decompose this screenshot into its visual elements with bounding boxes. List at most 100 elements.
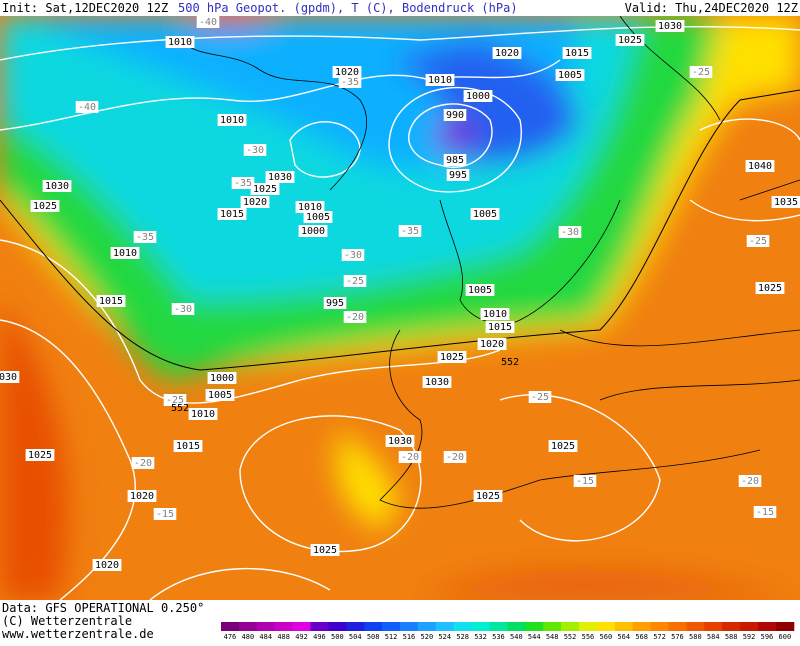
- colorbar-label: 504: [349, 633, 362, 641]
- data-source: Data: GFS OPERATIONAL 0.250°: [2, 601, 204, 615]
- color-swatch: [400, 622, 419, 631]
- isobar-label-box: [25, 449, 55, 461]
- color-swatch: [346, 622, 365, 631]
- color-swatch: [740, 622, 759, 631]
- footer-bar: [0, 600, 800, 642]
- colorbar-label: 516: [403, 633, 416, 641]
- temperature-label: -20: [741, 476, 759, 487]
- colorbar-label: 540: [510, 633, 523, 641]
- color-swatch: [561, 622, 580, 631]
- isobar-label-box: [42, 180, 72, 192]
- temperature-label-box: [343, 275, 367, 287]
- temperature-label: -40: [78, 102, 96, 113]
- isobar-label: 1030: [658, 21, 682, 32]
- colorbar-label: 548: [546, 633, 559, 641]
- colorbar-label: 552: [564, 633, 577, 641]
- temperature-label: -25: [166, 395, 184, 406]
- temperature-label: -20: [446, 452, 464, 463]
- isobar-label: 985: [446, 155, 464, 166]
- isobar-label: 1020: [495, 48, 519, 59]
- isobar-label: 030: [0, 372, 17, 383]
- color-swatch: [543, 622, 562, 631]
- color-swatch: [364, 622, 383, 631]
- temperature-label: -15: [156, 509, 174, 520]
- temperature-label: -30: [561, 227, 579, 238]
- isobar-label-box: [422, 376, 452, 388]
- contour-label: 552: [501, 357, 519, 368]
- isobar-label-box: [480, 308, 510, 320]
- color-swatch: [686, 622, 705, 631]
- isobar-label-box: [562, 47, 592, 59]
- isobar-label: 1015: [176, 441, 200, 452]
- color-swatch: [328, 622, 347, 631]
- temperature-label: -15: [756, 507, 774, 518]
- colorbar-label: 496: [313, 633, 326, 641]
- isobar-label: 1005: [473, 209, 497, 220]
- isobar-label-box: [127, 490, 157, 502]
- isobar-label-box: [165, 36, 195, 48]
- colorbar-label: 484: [259, 633, 272, 641]
- isobar-label-box: [207, 372, 237, 384]
- isobar-label: 1030: [45, 181, 69, 192]
- colorbar-label: 596: [761, 633, 774, 641]
- copyright: (C) Wetterzentrale: [2, 614, 132, 628]
- colorbar-label: 600: [779, 633, 792, 641]
- isobar-label: 1025: [33, 201, 57, 212]
- isobar-label: 1015: [99, 296, 123, 307]
- colorbar-label: 524: [438, 633, 451, 641]
- isobar-label: 1000: [466, 91, 490, 102]
- temperature-label: -25: [692, 67, 710, 78]
- color-swatch: [417, 622, 437, 631]
- colorbar-label: 592: [743, 633, 756, 641]
- isobar-label-box: [310, 544, 340, 556]
- temperature-label-box: [573, 475, 597, 487]
- color-swatch: [614, 622, 634, 631]
- temperature-label: -35: [401, 226, 419, 237]
- init-time: Init: Sat,12DEC2020 12Z: [2, 1, 168, 15]
- isobar-label-box: [548, 440, 578, 452]
- isobar-label-box: [485, 321, 515, 333]
- colorbar-label: 560: [600, 633, 613, 641]
- color-swatch: [256, 622, 276, 631]
- temperature-label: -35: [136, 232, 154, 243]
- isobar-label-box: [446, 169, 470, 181]
- isobar-label-box: [385, 435, 415, 447]
- isobar-label: 1020: [130, 491, 154, 502]
- color-swatch: [668, 622, 687, 631]
- temperature-label: -15: [576, 476, 594, 487]
- isobar-label-box: [30, 200, 60, 212]
- isobar-label: 1030: [388, 436, 412, 447]
- isobar-label: 1035: [774, 197, 798, 208]
- isobar-label: 995: [326, 298, 344, 309]
- colorbar-label: 564: [617, 633, 630, 641]
- temperature-label: -20: [346, 312, 364, 323]
- color-swatch: [722, 622, 741, 631]
- isobar-label: 1010: [483, 309, 507, 320]
- temperature-label-box: [398, 451, 422, 463]
- colorbar-label: 488: [277, 633, 290, 641]
- temperature-label: -25: [531, 392, 549, 403]
- colorbar-label: 572: [653, 633, 666, 641]
- temperature-label: -20: [134, 458, 152, 469]
- isobar-label-box: [465, 284, 495, 296]
- isobar-label: 1025: [440, 352, 464, 363]
- isobar-label-box: [0, 371, 20, 383]
- temperature-label: -25: [749, 236, 767, 247]
- isobar-label: 1010: [428, 75, 452, 86]
- isobar-label-box: [470, 208, 500, 220]
- color-swatch: [274, 622, 294, 631]
- isobar-label: 990: [446, 110, 464, 121]
- isobar-label-box: [205, 389, 235, 401]
- isobar-label: 1000: [210, 373, 234, 384]
- isobar-label: 1015: [220, 209, 244, 220]
- temperature-label-box: [196, 16, 220, 28]
- temperature-label: -30: [246, 145, 264, 156]
- map-title: 500 hPa Geopot. (gpdm), T (C), Bodendruc…: [178, 1, 518, 15]
- colorbar-label: 480: [242, 633, 255, 641]
- isobar-label: 995: [449, 170, 467, 181]
- color-swatch: [435, 622, 455, 631]
- isobar-label: 1005: [306, 212, 330, 223]
- isobar-label: 1040: [748, 161, 772, 172]
- isobar-label: 1010: [168, 37, 192, 48]
